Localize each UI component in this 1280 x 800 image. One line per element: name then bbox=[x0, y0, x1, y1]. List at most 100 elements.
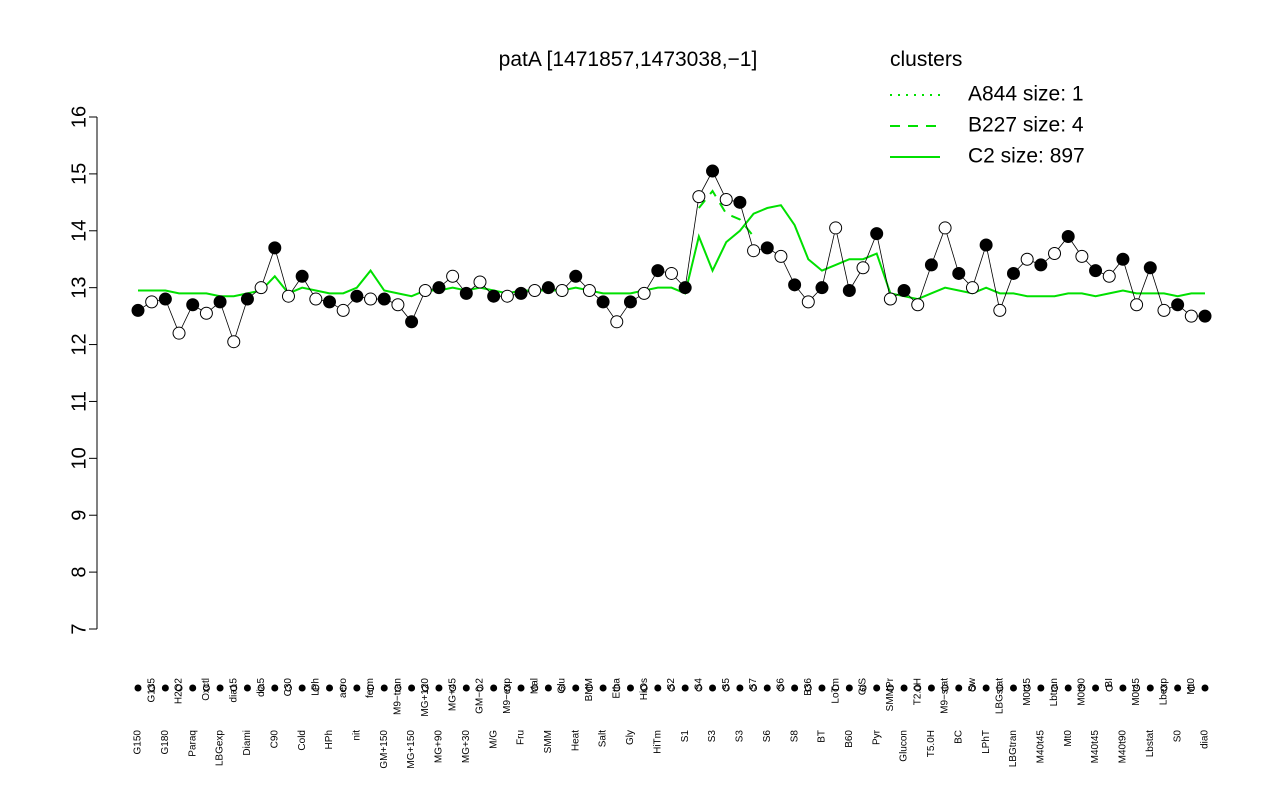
category-dot bbox=[722, 684, 730, 692]
x-tick-label: BT bbox=[817, 730, 828, 743]
point bbox=[336, 303, 350, 317]
x-tick-label: nit bbox=[352, 730, 363, 741]
point bbox=[1157, 303, 1171, 317]
category-dot bbox=[257, 684, 265, 692]
point bbox=[979, 238, 993, 252]
x-tick-label: Lbexp bbox=[1159, 678, 1170, 706]
category-dot bbox=[243, 684, 251, 692]
point bbox=[692, 190, 706, 204]
point bbox=[1034, 258, 1048, 272]
x-tick-label: MG+120 bbox=[420, 678, 431, 717]
x-tick-label: HPh bbox=[324, 730, 335, 749]
point bbox=[637, 286, 651, 300]
category-dot bbox=[750, 684, 758, 692]
point bbox=[1171, 298, 1185, 312]
point bbox=[145, 295, 159, 309]
category-dot bbox=[873, 684, 881, 692]
x-tick-label: HiOs bbox=[639, 678, 650, 700]
connector bbox=[137, 170, 1205, 343]
x-tick-label: M/G bbox=[488, 730, 499, 749]
x-tick-label: Etha bbox=[611, 678, 622, 699]
x-tick-label: B36 bbox=[803, 678, 814, 696]
category-dot bbox=[585, 684, 593, 692]
point bbox=[747, 244, 761, 258]
x-tick-label: S1 bbox=[680, 730, 691, 743]
x-tick-label: Mal bbox=[529, 678, 540, 694]
category-dot bbox=[709, 684, 717, 692]
category-dot bbox=[1105, 684, 1113, 692]
x-tick-label: S3 bbox=[707, 730, 718, 743]
point bbox=[856, 261, 870, 275]
y-tick-label: 15 bbox=[68, 163, 90, 185]
category-dot bbox=[408, 684, 416, 692]
category-dot bbox=[1023, 684, 1031, 692]
category-dot bbox=[531, 684, 539, 692]
point bbox=[1130, 298, 1144, 312]
point bbox=[1089, 264, 1103, 278]
x-tick-label: dia0 bbox=[1200, 730, 1211, 749]
category-dot bbox=[298, 684, 306, 692]
point bbox=[432, 281, 446, 295]
point bbox=[131, 303, 145, 317]
point bbox=[446, 269, 460, 283]
point bbox=[883, 292, 897, 306]
x-tick-label: S8 bbox=[789, 730, 800, 743]
category-dot bbox=[462, 684, 470, 692]
x-tick-label: Sw bbox=[967, 677, 978, 692]
category-dot bbox=[1092, 684, 1100, 692]
category-dot bbox=[353, 684, 361, 692]
category-dot bbox=[927, 684, 935, 692]
category-dot bbox=[668, 684, 675, 692]
x-tick-label: Fru bbox=[516, 730, 527, 745]
category-dot bbox=[1146, 684, 1154, 692]
x-tick-label: C30 bbox=[283, 678, 294, 697]
point bbox=[596, 295, 610, 309]
point bbox=[391, 298, 405, 312]
x-tick-label: GM+150 bbox=[379, 730, 390, 769]
category-dot bbox=[189, 684, 197, 692]
x-tick-label: Mt0 bbox=[1063, 730, 1074, 747]
x-tick-label: ferm bbox=[365, 678, 376, 698]
x-tick-label: S4 bbox=[693, 678, 704, 691]
x-tick-label: G150 bbox=[133, 730, 144, 755]
point bbox=[678, 281, 692, 295]
x-tick-label: T2.0H bbox=[912, 678, 923, 705]
x-tick-label: Lbstat bbox=[1145, 730, 1156, 757]
category-dot bbox=[1160, 684, 1168, 692]
x-tick-label: MG+30 bbox=[461, 730, 472, 764]
x-tick-label: M9−tran bbox=[393, 678, 404, 715]
point bbox=[1020, 252, 1034, 266]
point bbox=[1061, 229, 1075, 243]
x-tick-label: S6 bbox=[762, 730, 773, 743]
category-dot bbox=[791, 684, 799, 692]
category-dot bbox=[996, 684, 1004, 692]
point bbox=[377, 292, 391, 306]
point bbox=[569, 269, 583, 283]
x-tick-label: LBGtran bbox=[1008, 730, 1019, 767]
category-dot bbox=[777, 684, 785, 692]
point bbox=[965, 281, 979, 295]
x-tick-label: Paraq bbox=[187, 730, 198, 757]
category-dot bbox=[804, 684, 812, 692]
category-dot bbox=[845, 684, 853, 692]
y-tick-label: 13 bbox=[68, 277, 90, 299]
x-tick-label: MG+150 bbox=[406, 730, 417, 769]
point bbox=[295, 269, 309, 283]
category-dot bbox=[134, 684, 142, 692]
point bbox=[801, 295, 815, 309]
x-tick-label: HiTm bbox=[652, 730, 663, 754]
category-dot bbox=[599, 684, 607, 692]
x-tick-label: LoTm bbox=[830, 678, 841, 704]
y-tick-label: 11 bbox=[68, 391, 90, 412]
point bbox=[555, 284, 569, 298]
category-dot bbox=[886, 684, 894, 692]
point bbox=[733, 195, 747, 209]
category-dot bbox=[544, 684, 552, 692]
point bbox=[281, 289, 295, 303]
point bbox=[1102, 269, 1116, 283]
point bbox=[610, 315, 624, 329]
point bbox=[1184, 309, 1198, 323]
point bbox=[213, 295, 227, 309]
